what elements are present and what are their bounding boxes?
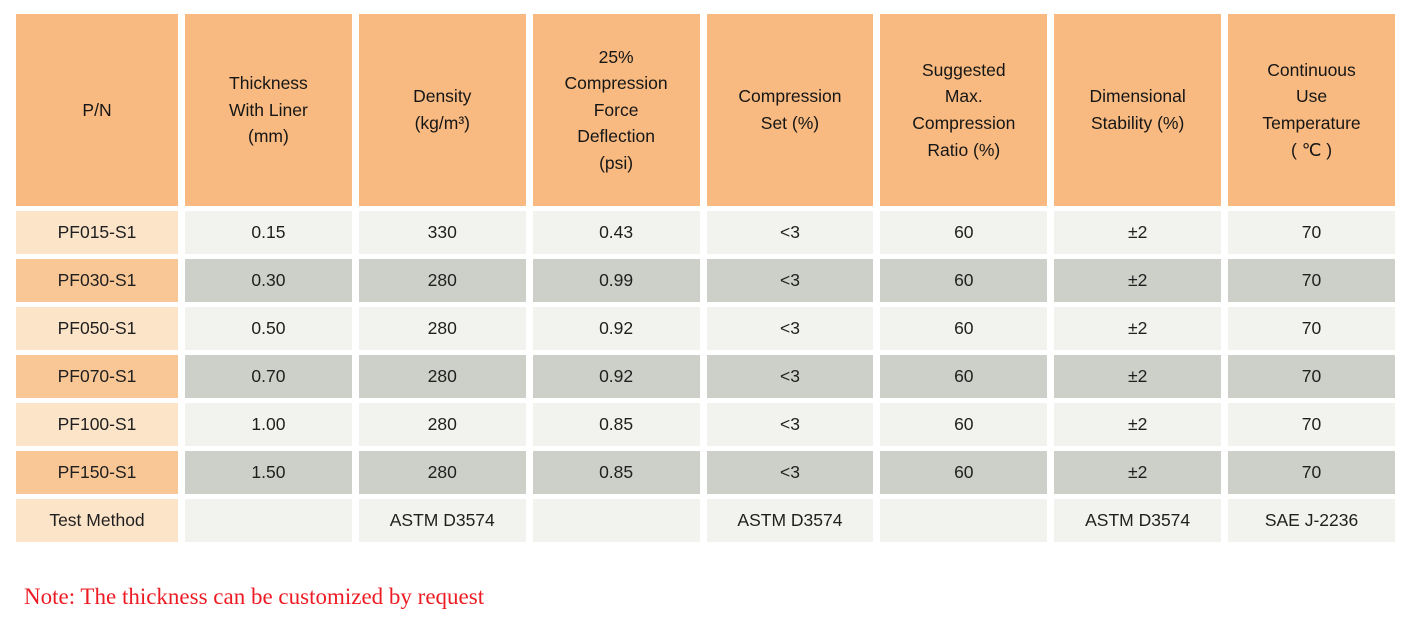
cell-compression-set: <3 bbox=[706, 307, 874, 350]
cell-density: 280 bbox=[358, 259, 526, 302]
cell-max-compression-ratio: 60 bbox=[880, 259, 1048, 302]
header-row: P/N Thickness With Liner (mm) Density (k… bbox=[16, 14, 1395, 206]
cell-dimensional-stability: ±2 bbox=[1054, 451, 1222, 494]
product-spec-table: P/N Thickness With Liner (mm) Density (k… bbox=[9, 9, 1402, 547]
cell-continuous-use-temp: 70 bbox=[1228, 451, 1395, 494]
row-label: PF015-S1 bbox=[16, 211, 178, 254]
row-label: PF070-S1 bbox=[16, 355, 178, 398]
cell-cfd: 0.85 bbox=[532, 451, 700, 494]
col-header-pn: P/N bbox=[16, 14, 178, 206]
cell-density: ASTM D3574 bbox=[358, 499, 526, 542]
col-header-compression-force-deflection: 25% Compression Force Deflection (psi) bbox=[532, 14, 700, 206]
cell-dimensional-stability: ±2 bbox=[1054, 259, 1222, 302]
col-header-density: Density (kg/m³) bbox=[358, 14, 526, 206]
col-header-continuous-use-temperature: Continuous Use Temperature ( ℃ ) bbox=[1228, 14, 1395, 206]
table-row-pf150: PF150-S1 1.50 280 0.85 <3 60 ±2 70 bbox=[16, 451, 1395, 494]
cell-compression-set: <3 bbox=[706, 211, 874, 254]
cell-max-compression-ratio: 60 bbox=[880, 451, 1048, 494]
table-row-pf030: PF030-S1 0.30 280 0.99 <3 60 ±2 70 bbox=[16, 259, 1395, 302]
cell-continuous-use-temp: 70 bbox=[1228, 403, 1395, 446]
cell-cfd bbox=[532, 499, 700, 542]
table-row-pf100: PF100-S1 1.00 280 0.85 <3 60 ±2 70 bbox=[16, 403, 1395, 446]
cell-cfd: 0.92 bbox=[532, 307, 700, 350]
table-row-test-method: Test Method ASTM D3574 ASTM D3574 ASTM D… bbox=[16, 499, 1395, 542]
table-row-pf015: PF015-S1 0.15 330 0.43 <3 60 ±2 70 bbox=[16, 211, 1395, 254]
table-row-pf070: PF070-S1 0.70 280 0.92 <3 60 ±2 70 bbox=[16, 355, 1395, 398]
cell-density: 280 bbox=[358, 403, 526, 446]
cell-compression-set: <3 bbox=[706, 355, 874, 398]
cell-compression-set: ASTM D3574 bbox=[706, 499, 874, 542]
cell-cfd: 0.92 bbox=[532, 355, 700, 398]
cell-density: 280 bbox=[358, 451, 526, 494]
col-header-thickness: Thickness With Liner (mm) bbox=[185, 14, 352, 206]
cell-continuous-use-temp: SAE J-2236 bbox=[1228, 499, 1395, 542]
cell-thickness: 1.50 bbox=[185, 451, 352, 494]
col-header-suggested-max-compression-ratio: Suggested Max. Compression Ratio (%) bbox=[880, 14, 1048, 206]
table-row-pf050: PF050-S1 0.50 280 0.92 <3 60 ±2 70 bbox=[16, 307, 1395, 350]
cell-compression-set: <3 bbox=[706, 403, 874, 446]
cell-max-compression-ratio: 60 bbox=[880, 355, 1048, 398]
cell-thickness: 0.70 bbox=[185, 355, 352, 398]
col-header-compression-set: Compression Set (%) bbox=[706, 14, 874, 206]
cell-dimensional-stability: ±2 bbox=[1054, 211, 1222, 254]
cell-continuous-use-temp: 70 bbox=[1228, 259, 1395, 302]
cell-cfd: 0.99 bbox=[532, 259, 700, 302]
cell-dimensional-stability: ±2 bbox=[1054, 403, 1222, 446]
cell-thickness: 0.30 bbox=[185, 259, 352, 302]
cell-continuous-use-temp: 70 bbox=[1228, 355, 1395, 398]
cell-density: 330 bbox=[358, 211, 526, 254]
cell-max-compression-ratio: 60 bbox=[880, 403, 1048, 446]
cell-thickness: 0.15 bbox=[185, 211, 352, 254]
row-label: PF050-S1 bbox=[16, 307, 178, 350]
cell-thickness bbox=[185, 499, 352, 542]
cell-max-compression-ratio bbox=[880, 499, 1048, 542]
cell-max-compression-ratio: 60 bbox=[880, 307, 1048, 350]
cell-compression-set: <3 bbox=[706, 259, 874, 302]
cell-cfd: 0.85 bbox=[532, 403, 700, 446]
cell-density: 280 bbox=[358, 355, 526, 398]
row-label: PF030-S1 bbox=[16, 259, 178, 302]
cell-dimensional-stability: ±2 bbox=[1054, 307, 1222, 350]
cell-continuous-use-temp: 70 bbox=[1228, 211, 1395, 254]
cell-dimensional-stability: ±2 bbox=[1054, 355, 1222, 398]
col-header-dimensional-stability: Dimensional Stability (%) bbox=[1054, 14, 1222, 206]
row-label: PF100-S1 bbox=[16, 403, 178, 446]
customization-note: Note: The thickness can be customized by… bbox=[24, 584, 485, 609]
cell-dimensional-stability: ASTM D3574 bbox=[1054, 499, 1222, 542]
row-label: PF150-S1 bbox=[16, 451, 178, 494]
cell-max-compression-ratio: 60 bbox=[880, 211, 1048, 254]
row-label: Test Method bbox=[16, 499, 178, 542]
cell-thickness: 1.00 bbox=[185, 403, 352, 446]
cell-cfd: 0.43 bbox=[532, 211, 700, 254]
cell-thickness: 0.50 bbox=[185, 307, 352, 350]
cell-continuous-use-temp: 70 bbox=[1228, 307, 1395, 350]
cell-density: 280 bbox=[358, 307, 526, 350]
cell-compression-set: <3 bbox=[706, 451, 874, 494]
